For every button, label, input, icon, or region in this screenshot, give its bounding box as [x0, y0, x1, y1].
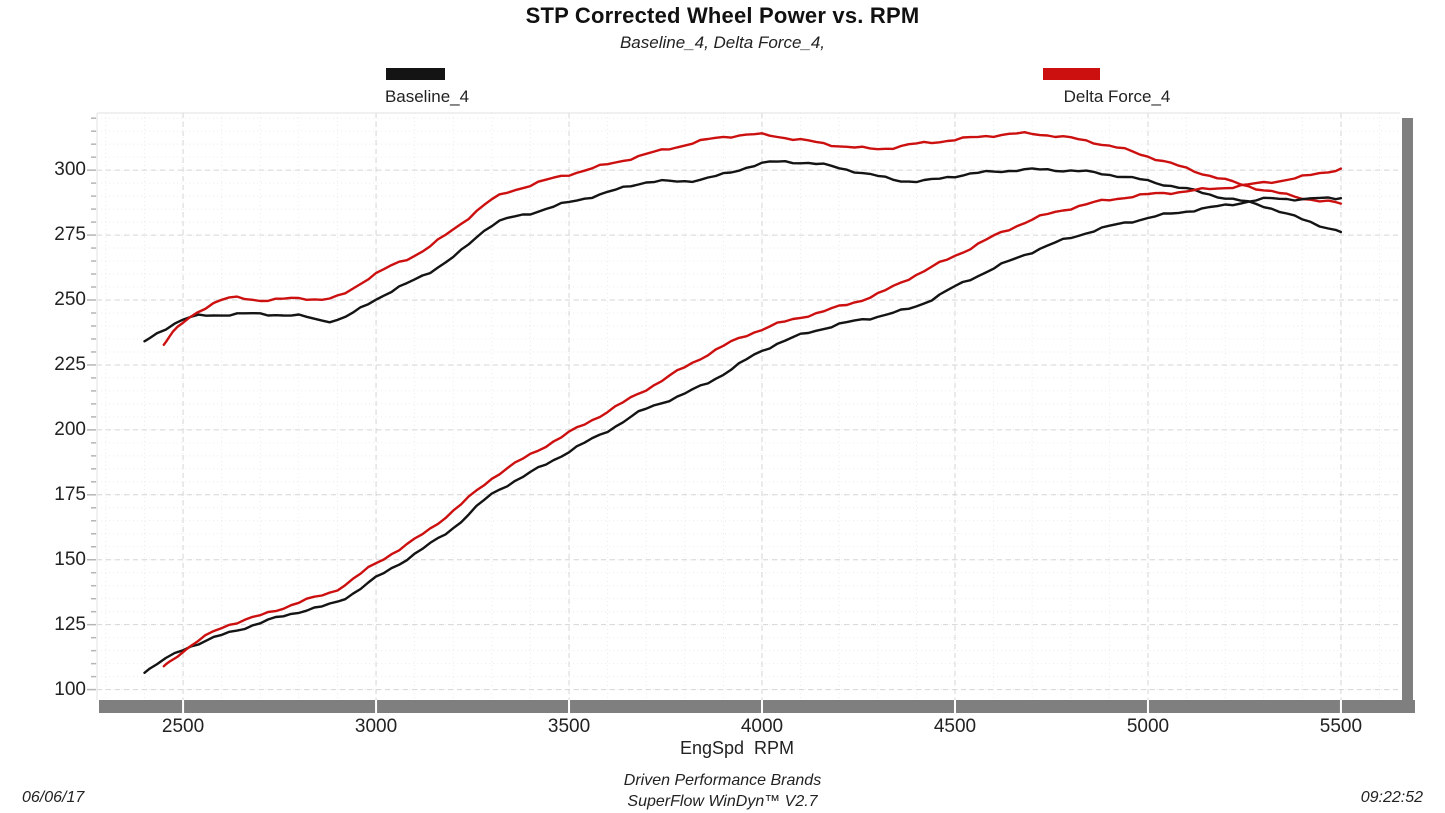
- legend-label-baseline4: Baseline_4: [384, 87, 470, 106]
- y-tick-label: 150: [54, 548, 86, 570]
- y-axis-shadow-bar: [1402, 118, 1413, 713]
- footer-brand-line1: Driven Performance Brands: [623, 772, 822, 789]
- x-axis-title: EngSpd RPM: [679, 738, 795, 758]
- x-tick-label: 2500: [161, 716, 205, 737]
- y-tick-label: 250: [54, 289, 86, 310]
- x-tick-label: 3500: [547, 716, 591, 737]
- chart-title: STP Corrected Wheel Power vs. RPM: [525, 3, 920, 28]
- y-tick-label: 175: [54, 483, 86, 505]
- y-tick-label: 300: [54, 159, 86, 181]
- y-tick-label: 100: [54, 678, 86, 700]
- legend-label-delta-force4: Delta Force_4: [1063, 87, 1171, 106]
- x-tick-label: 4500: [933, 716, 977, 737]
- x-tick-label: 5000: [1126, 716, 1170, 737]
- x-tick-label: 5500: [1319, 716, 1363, 737]
- y-tick-label: 225: [54, 353, 86, 375]
- y-tick-label: 125: [54, 613, 86, 635]
- curve-Baseline_4_lower: [143, 196, 1343, 674]
- footer-brand-line2: SuperFlow WinDyn™ V2.7: [627, 793, 818, 810]
- legend-swatch-delta-force4: [1043, 68, 1100, 80]
- x-tick-label: 3000: [354, 716, 398, 737]
- footer-time: 09:22:52: [1360, 789, 1423, 806]
- curve-Delta_Force_4_lower: [162, 167, 1343, 668]
- curve-Baseline_4_upper: [143, 159, 1343, 343]
- curve-Delta_Force_4_upper: [162, 130, 1343, 346]
- footer-brand: Driven Performance Brands SuperFlow WinD…: [0, 770, 1445, 812]
- y-tick-label: 275: [54, 224, 86, 246]
- x-tick-label: 4000: [740, 716, 784, 737]
- y-tick-label: 200: [54, 418, 86, 440]
- footer-date: 06/06/17: [22, 789, 85, 806]
- chart-subtitle: Baseline_4, Delta Force_4,: [619, 33, 826, 52]
- legend-swatch-baseline4: [386, 68, 445, 80]
- x-axis-bar: [99, 700, 1415, 713]
